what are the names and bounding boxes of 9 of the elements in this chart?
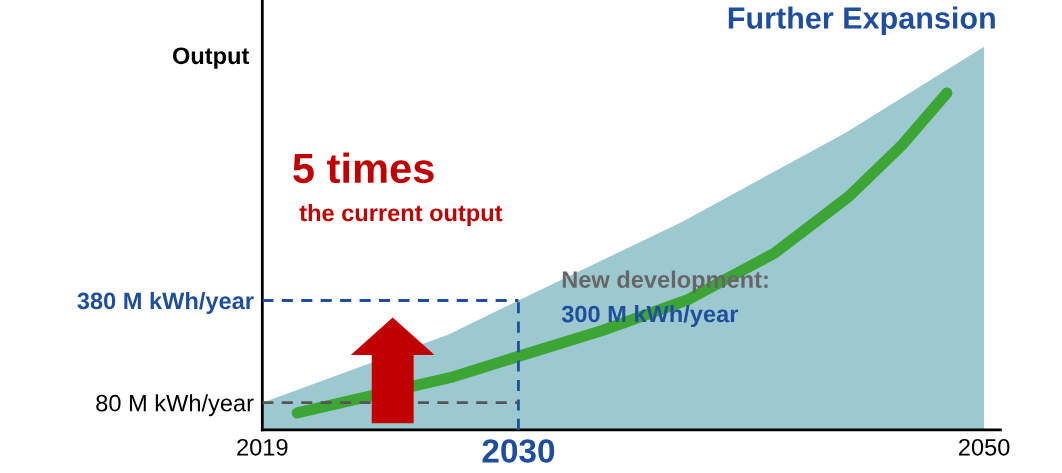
x-tick-label: 2050 [959,438,1010,456]
x-tick-label: 2030 [482,439,555,463]
annotation: 5 times [293,152,434,184]
y-tick-label: 80 M kWh/year [96,394,254,417]
y-axis-title: Output [172,47,250,69]
y-tick-label: 380 M kWh/year [77,291,254,314]
annotation: the current output [299,203,503,226]
x-tick-label: 2019 [237,438,288,456]
annotation: Further Expansion [728,6,995,35]
